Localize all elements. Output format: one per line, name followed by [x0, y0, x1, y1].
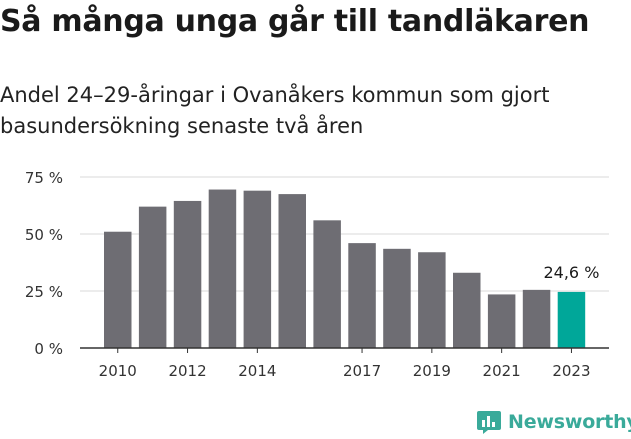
chart-subtitle: Andel 24–29-åringar i Ovanåkers kommun s…: [0, 83, 550, 138]
x-tick-label: 2014: [238, 362, 276, 380]
bar: [522, 289, 551, 348]
bar: [418, 252, 446, 348]
y-tick-label: 25 %: [25, 283, 63, 301]
bar: [487, 294, 516, 348]
bar: [348, 243, 376, 348]
x-tick-label: 2012: [168, 362, 206, 380]
bar: [557, 291, 586, 348]
bar: [313, 220, 341, 348]
bar: [173, 200, 202, 348]
chart-title: Så många unga går till tandläkaren: [0, 4, 590, 39]
bar: [208, 189, 237, 348]
brand-name: Newsworthy: [508, 411, 631, 433]
bar: [383, 248, 411, 348]
brand-logo: Newsworthy: [476, 408, 631, 436]
bar: [104, 231, 132, 348]
x-tick-label: 2019: [413, 362, 451, 380]
bar: [138, 206, 167, 348]
x-tick-label: 2010: [99, 362, 137, 380]
x-tick-label: 2017: [343, 362, 381, 380]
newsworthy-chart-logo-icon: [477, 411, 501, 434]
value-annotation: 24,6 %: [543, 263, 599, 282]
x-tick-label: 2021: [483, 362, 521, 380]
bar: [278, 194, 306, 348]
bar-chart: 0 % 25 % 50 % 75 % 2010 2012 2014 2017 2019 2021 2…: [25, 169, 609, 380]
bar: [243, 190, 272, 348]
y-tick-label: 0 %: [34, 340, 63, 358]
x-tick-label: 2023: [552, 362, 590, 380]
bar: [453, 272, 481, 348]
y-tick-label: 75 %: [25, 169, 63, 187]
y-tick-label: 50 %: [25, 226, 63, 244]
